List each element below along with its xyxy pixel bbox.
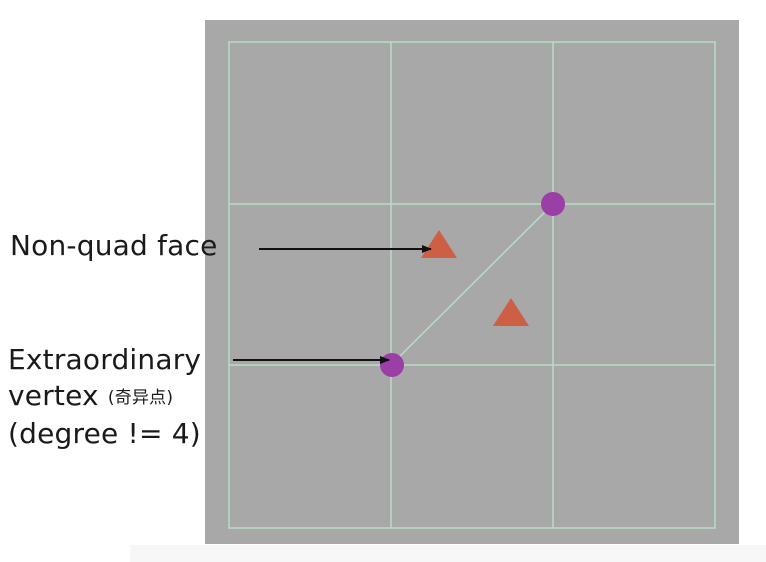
extraordinary-label-line1: Extraordinary [8, 343, 202, 376]
non-quad-face-triangle-2 [493, 298, 529, 326]
mesh-diagonal-edge [390, 203, 554, 366]
extraordinary-label-vertex-word: vertex [8, 379, 99, 412]
extraordinary-vertex-label: Extraordinary vertex (奇异点) (degree != 4) [8, 342, 201, 452]
mesh-grid-border [228, 41, 716, 529]
mesh-grid [228, 41, 716, 529]
non-quad-face-label: Non-quad face [10, 229, 218, 262]
extraordinary-vertex-2 [380, 353, 404, 377]
bottom-strip [130, 545, 766, 562]
extraordinary-vertex-1 [541, 192, 565, 216]
extraordinary-label-line2: vertex (奇异点) [8, 378, 201, 416]
extraordinary-label-chinese: (奇异点) [107, 388, 174, 408]
extraordinary-label-line3: (degree != 4) [8, 417, 201, 450]
mesh-canvas [205, 20, 739, 544]
